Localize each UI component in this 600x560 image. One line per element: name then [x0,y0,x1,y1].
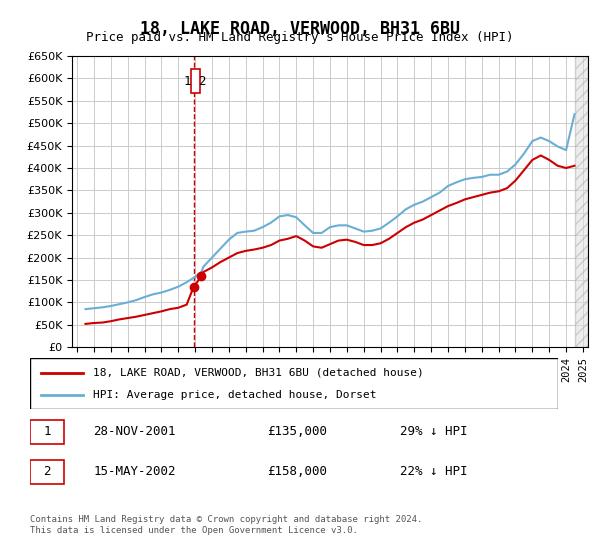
Text: 18, LAKE ROAD, VERWOOD, BH31 6BU (detached house): 18, LAKE ROAD, VERWOOD, BH31 6BU (detach… [94,367,424,377]
Text: 1: 1 [43,426,50,438]
FancyBboxPatch shape [191,69,200,93]
FancyBboxPatch shape [30,460,64,484]
Text: 18, LAKE ROAD, VERWOOD, BH31 6BU: 18, LAKE ROAD, VERWOOD, BH31 6BU [140,20,460,38]
Text: Price paid vs. HM Land Registry's House Price Index (HPI): Price paid vs. HM Land Registry's House … [86,31,514,44]
Text: 29% ↓ HPI: 29% ↓ HPI [400,426,467,438]
Text: £135,000: £135,000 [268,426,328,438]
Text: £158,000: £158,000 [268,465,328,478]
Bar [575,56,588,347]
FancyBboxPatch shape [30,358,558,409]
Text: 28-NOV-2001: 28-NOV-2001 [94,426,176,438]
FancyBboxPatch shape [30,420,64,444]
Text: 2: 2 [43,465,50,478]
Text: 15-MAY-2002: 15-MAY-2002 [94,465,176,478]
Text: 1 2: 1 2 [184,74,206,87]
Text: Contains HM Land Registry data © Crown copyright and database right 2024.
This d: Contains HM Land Registry data © Crown c… [30,515,422,535]
Text: HPI: Average price, detached house, Dorset: HPI: Average price, detached house, Dors… [94,390,377,400]
Text: 22% ↓ HPI: 22% ↓ HPI [400,465,467,478]
